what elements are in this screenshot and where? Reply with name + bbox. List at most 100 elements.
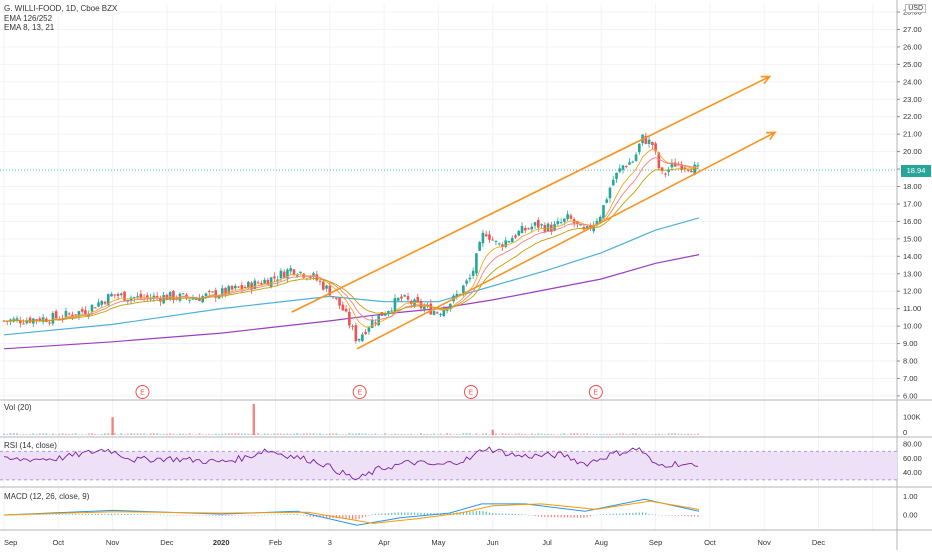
rsi-pane-label[interactable]: RSI (14, close) [4, 441, 57, 450]
volume-bar [273, 433, 276, 435]
volume-bar [426, 434, 429, 435]
volume-bar [582, 433, 585, 435]
candle-body [638, 143, 641, 153]
ema-short-legend[interactable]: EMA 8, 13, 21 [4, 23, 55, 32]
macd-histogram-bar [280, 514, 282, 515]
volume-bar [3, 433, 5, 435]
volume-bar [651, 434, 654, 435]
candle-body [370, 319, 374, 328]
candle-body [677, 164, 680, 166]
volume-bar [361, 433, 364, 435]
volume-bar [237, 433, 240, 435]
volume-bar [569, 433, 572, 435]
macd-histogram-bar [228, 515, 230, 516]
volume-bar [683, 434, 686, 435]
volume-bar [234, 433, 237, 435]
earnings-marker [352, 385, 367, 399]
ema-long-legend[interactable]: EMA 126/252 [4, 14, 53, 23]
volume-bar [371, 434, 374, 435]
volume-bar [279, 433, 282, 435]
time-tick-label: Apr [378, 538, 390, 547]
volume-bar [45, 433, 48, 435]
volume-bar [416, 434, 419, 435]
macd-tick-label: 0.00 [903, 511, 918, 520]
volume-bar [68, 433, 71, 435]
macd-tick-label: 1.00 [903, 492, 918, 501]
price-tick-label: 23.00 [903, 95, 922, 104]
candle-body [608, 187, 612, 199]
symbol-title[interactable]: G. WILLI-FOOD, 1D, Cboe BZX [4, 4, 118, 13]
macd-histogram-bar [482, 510, 484, 515]
macd-histogram-bar [645, 512, 647, 515]
rsi-tick-label: 80.00 [903, 440, 922, 449]
macd-histogram-bar [179, 515, 181, 516]
macd-histogram-bar [166, 514, 168, 516]
volume-bar [309, 433, 312, 435]
macd-histogram-bar [254, 515, 256, 516]
candle-body [201, 296, 205, 303]
price-tick-label: 22.00 [903, 112, 922, 121]
macd-histogram-bar [241, 515, 243, 516]
candle-body [308, 277, 312, 279]
macd-histogram-bar [638, 512, 640, 515]
volume-bar [494, 433, 497, 435]
macd-histogram-bar [19, 514, 21, 516]
candle-body [481, 232, 485, 244]
volume-bar [657, 433, 660, 435]
rsi-tick-label: 40.00 [903, 468, 922, 477]
candle-body [93, 307, 97, 309]
macd-histogram-bar [205, 515, 207, 516]
time-tick-label: Dec [812, 538, 826, 547]
volume-bar [608, 433, 611, 435]
time-tick-label: 3 [328, 538, 332, 547]
volume-bar [231, 433, 234, 435]
macd-histogram-bar [88, 513, 90, 515]
macd-histogram-bar [554, 515, 556, 518]
candle-body [537, 220, 540, 228]
time-tick-label: Sep [4, 538, 17, 547]
rsi-line [3, 446, 699, 480]
candle-body [491, 239, 494, 241]
candle-body [100, 301, 104, 305]
candle-body [523, 228, 527, 231]
price-tick-label: 15.00 [903, 234, 922, 243]
volume-bar [35, 433, 38, 435]
volume-bar [534, 434, 537, 435]
currency-label[interactable]: USD [905, 4, 926, 13]
volume-bar [55, 434, 58, 435]
candle-body [400, 296, 403, 299]
candle-body [458, 293, 462, 295]
candle-body [436, 312, 439, 314]
volume-bar [191, 434, 194, 435]
macd-pane-label[interactable]: MACD (12, 26, close, 9) [4, 492, 90, 501]
candle-body [48, 322, 51, 324]
volume-bar [384, 433, 387, 435]
candle-body [64, 310, 68, 317]
macd-histogram-bar [413, 512, 416, 515]
macd-histogram-bar [404, 512, 406, 515]
volume-bar [22, 434, 25, 435]
volume-pane-label[interactable]: Vol (20) [4, 403, 32, 412]
candle-body [260, 283, 263, 285]
macd-histogram-bar [42, 514, 44, 516]
time-tick-label: Jul [542, 538, 552, 547]
time-tick-label: Oct [704, 538, 717, 547]
candle-body [602, 205, 605, 219]
candle-body [227, 286, 231, 294]
volume-bar [400, 433, 403, 435]
macd-histogram-bar [586, 515, 588, 518]
volume-bar [25, 434, 28, 435]
volume-bar [97, 434, 100, 435]
macd-histogram-bar [84, 514, 87, 515]
macd-histogram-bar [270, 514, 272, 516]
volume-bar [74, 433, 77, 435]
candle-body [159, 297, 162, 302]
candle-body [25, 320, 29, 324]
volume-bar [468, 433, 471, 435]
price-tick-label: 6.00 [903, 391, 918, 400]
candle-body [348, 312, 351, 326]
candle-body [18, 320, 22, 324]
price-tick-label: 7.00 [903, 374, 918, 383]
